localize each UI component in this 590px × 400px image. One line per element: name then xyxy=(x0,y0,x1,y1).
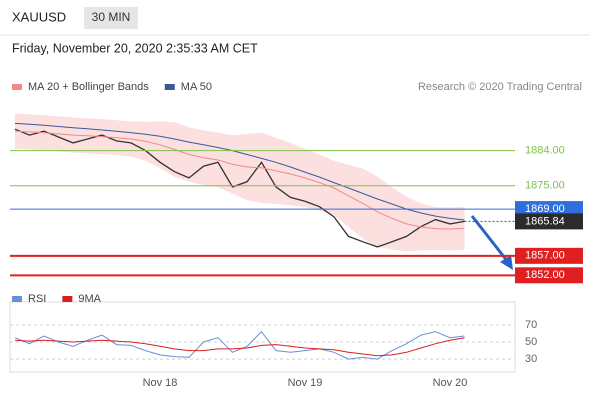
level-box xyxy=(515,267,583,284)
price-line xyxy=(14,128,465,248)
legend-label: MA 20 + Bollinger Bands xyxy=(28,81,149,93)
series-line xyxy=(14,122,465,221)
legend-label: MA 50 xyxy=(181,81,212,93)
series-line xyxy=(14,337,465,357)
y-tick-label: 30 xyxy=(525,353,537,365)
rsi-panel xyxy=(9,301,516,373)
series-line xyxy=(14,130,465,230)
forecast-arrow xyxy=(470,215,510,263)
legend-label: RSI xyxy=(28,293,46,305)
level-label: 1857.00 xyxy=(525,250,565,262)
level-box xyxy=(515,247,583,264)
x-tick-label: Nov 18 xyxy=(143,377,178,389)
legend-swatch xyxy=(62,296,73,302)
level-label: 1852.00 xyxy=(525,269,565,281)
last-price-box xyxy=(515,213,583,230)
forecast-arrowhead xyxy=(500,255,513,270)
legend-swatch xyxy=(164,84,175,90)
y-tick-label: 50 xyxy=(525,336,537,348)
level-box xyxy=(515,201,583,218)
bollinger-band xyxy=(15,113,465,252)
x-tick-label: Nov 20 xyxy=(433,377,468,389)
y-tick-label: 70 xyxy=(525,319,537,331)
level-label: 1884.00 xyxy=(525,145,565,157)
last-price-label: 1865.84 xyxy=(525,215,565,227)
timeframe-button[interactable] xyxy=(84,7,138,29)
legend-swatch xyxy=(12,296,22,302)
legend-swatch xyxy=(12,84,22,90)
datetime: Friday, November 20, 2020 2:35:33 AM CET xyxy=(12,41,258,55)
timeframe[interactable]: 30 MIN xyxy=(92,10,131,24)
series-line xyxy=(14,330,465,360)
level-label: 1869.00 xyxy=(525,203,565,215)
symbol: XAUUSD xyxy=(12,9,66,24)
legend-label: 9MA xyxy=(78,293,101,305)
level-label: 1875.00 xyxy=(525,180,565,192)
credit: Research © 2020 Trading Central xyxy=(418,81,582,93)
x-tick-label: Nov 19 xyxy=(288,377,323,389)
